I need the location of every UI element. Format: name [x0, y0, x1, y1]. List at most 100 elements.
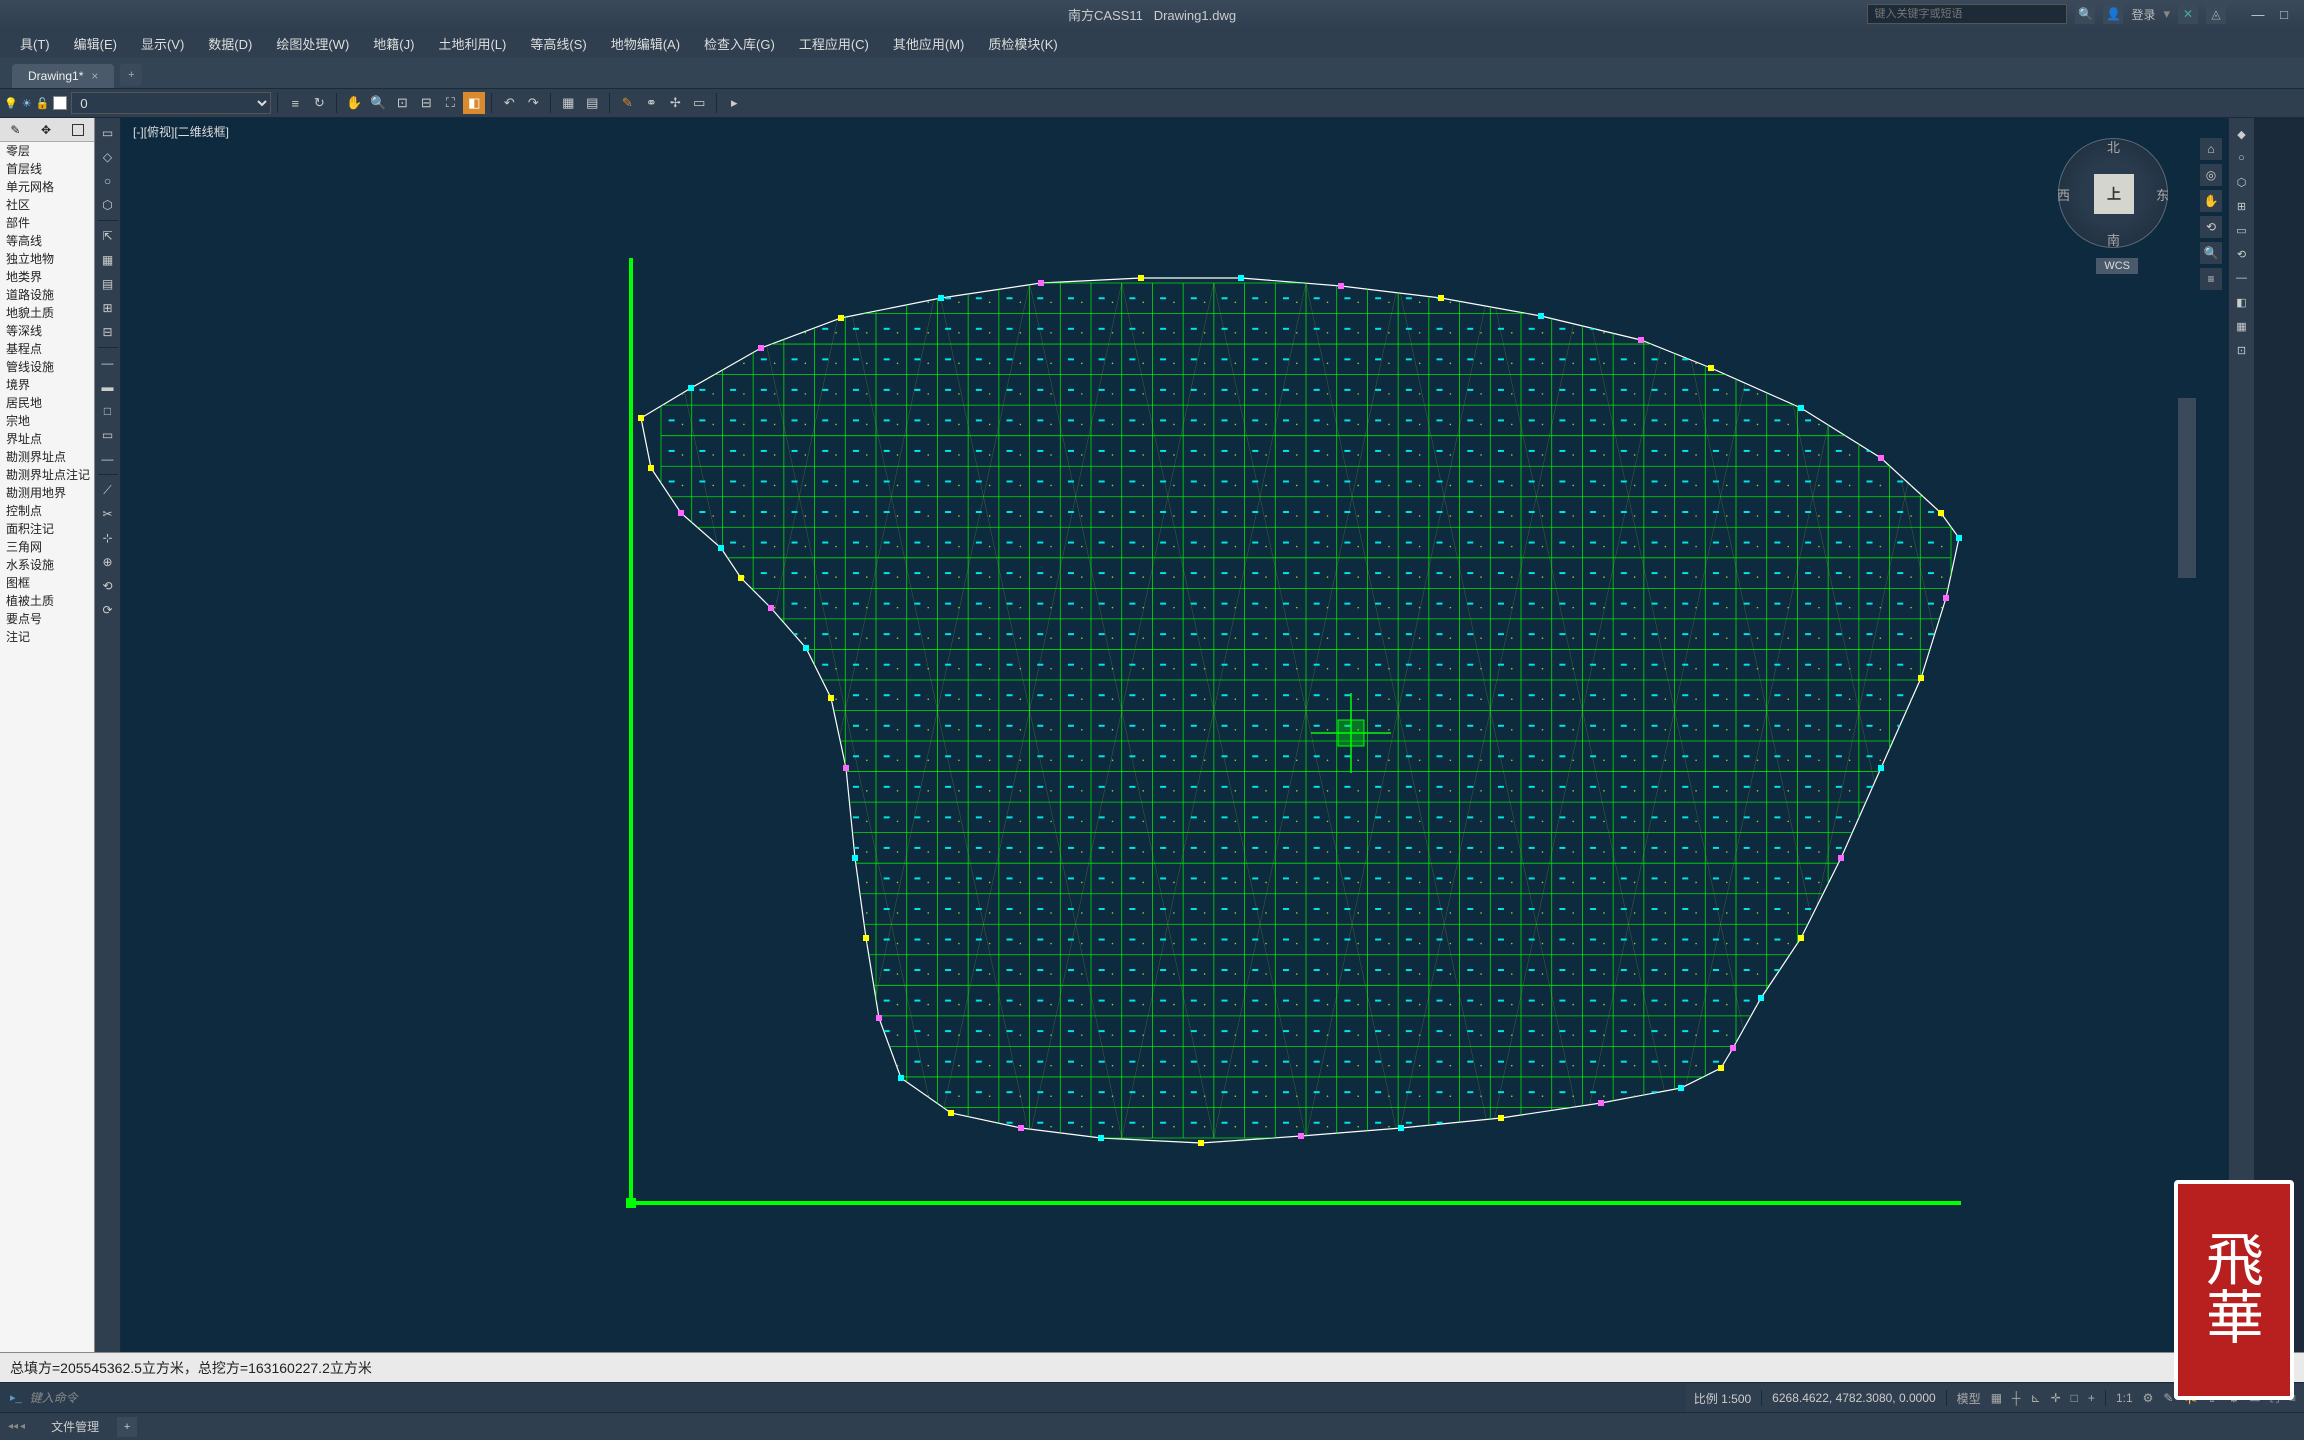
layer-tree-item[interactable]: 勘测界址点注记 — [0, 466, 94, 484]
document-tab[interactable]: Drawing1* × — [12, 64, 114, 88]
right-tool-icon[interactable]: ○ — [2232, 148, 2252, 168]
new-icon[interactable]: ✎ — [10, 123, 20, 137]
menu-icon[interactable]: ≡ — [2200, 268, 2222, 290]
vtool-icon[interactable]: ▭ — [97, 122, 119, 144]
tool-refresh-icon[interactable]: ↻ — [308, 92, 330, 114]
edit-icon[interactable]: ✎ — [616, 92, 638, 114]
wcs-badge[interactable]: WCS — [2096, 258, 2138, 274]
props-icon[interactable]: ▤ — [581, 92, 603, 114]
layer-tree-item[interactable]: 水系设施 — [0, 556, 94, 574]
pan-icon[interactable]: ✋ — [343, 92, 365, 114]
help-icon[interactable]: ◬ — [2206, 4, 2226, 24]
tool-list-icon[interactable]: ≡ — [284, 92, 306, 114]
menu-item[interactable]: 显示(V) — [129, 28, 196, 59]
compass-north[interactable]: 北 — [2107, 137, 2120, 156]
layer-tree-item[interactable]: 要点号 — [0, 610, 94, 628]
vtool-icon[interactable]: ▤ — [97, 273, 119, 295]
model-button[interactable]: 模型 — [1957, 1390, 1981, 1407]
user-icon[interactable]: 👤 — [2103, 4, 2123, 24]
layer-tree-item[interactable]: 首层线 — [0, 160, 94, 178]
zoom-tool-icon[interactable]: 🔍 — [2200, 242, 2222, 264]
dropdown-icon[interactable]: ▾ — [2163, 6, 2170, 22]
redo-icon[interactable]: ↷ — [522, 92, 544, 114]
login-link[interactable]: 登录 — [2131, 6, 2155, 23]
right-tool-icon[interactable]: ⟲ — [2232, 244, 2252, 264]
zoom-all-icon[interactable]: ◧ — [463, 92, 485, 114]
vtool-icon[interactable]: ⊞ — [97, 297, 119, 319]
compass-east[interactable]: 东 — [2156, 185, 2169, 204]
layer-tree-item[interactable]: 植被土质 — [0, 592, 94, 610]
menu-item[interactable]: 检查入库(G) — [692, 28, 787, 59]
zoom-icon[interactable]: 🔍 — [367, 92, 389, 114]
vtool-icon[interactable]: ⟋ — [97, 479, 119, 501]
menu-item[interactable]: 地籍(J) — [361, 28, 426, 59]
home-icon[interactable]: ⌂ — [2200, 138, 2222, 160]
right-tool-icon[interactable]: ⊡ — [2232, 340, 2252, 360]
vtool-icon[interactable]: ⇱ — [97, 225, 119, 247]
view-cube-top[interactable]: 上 — [2094, 174, 2134, 214]
menu-item[interactable]: 绘图处理(W) — [264, 28, 361, 59]
layer-tree-item[interactable]: 界址点 — [0, 430, 94, 448]
maximize-icon[interactable]: □ — [2272, 5, 2296, 23]
link-icon[interactable]: ⚭ — [640, 92, 662, 114]
view-cube[interactable]: 上 北 南 东 西 — [2058, 138, 2168, 248]
right-tool-icon[interactable]: ◧ — [2232, 292, 2252, 312]
drawing-canvas[interactable]: [-][俯视][二维线框] 上 北 南 东 西 WCS ⌂ ◎ ✋ ⟲ 🔍 ≡ — [121, 118, 2228, 1352]
layer-tree-item[interactable]: 居民地 — [0, 394, 94, 412]
nav-bar[interactable] — [2178, 398, 2196, 578]
dyn-toggle-icon[interactable]: + — [2088, 1391, 2095, 1405]
vtool-icon[interactable]: ― — [97, 448, 119, 470]
exchange-icon[interactable]: ✕ — [2178, 4, 2198, 24]
layer-dropdown[interactable]: 0 — [71, 92, 271, 114]
layer-tree-item[interactable]: 控制点 — [0, 502, 94, 520]
layer-tree-item[interactable]: 面积注记 — [0, 520, 94, 538]
layer-tree-item[interactable]: 管线设施 — [0, 358, 94, 376]
osnap-toggle-icon[interactable]: □ — [2071, 1391, 2078, 1405]
layer-tree-item[interactable]: 零层 — [0, 142, 94, 160]
add-icon[interactable]: ✢ — [664, 92, 686, 114]
layer-tree-item[interactable]: 社区 — [0, 196, 94, 214]
menu-item[interactable]: 具(T) — [8, 28, 62, 59]
layer-tree-item[interactable]: 基程点 — [0, 340, 94, 358]
snap-toggle-icon[interactable]: ┼ — [2012, 1391, 2021, 1405]
search-input[interactable] — [1867, 4, 2067, 24]
search-icon[interactable]: 🔍 — [2075, 4, 2095, 24]
layer-tree-item[interactable]: 独立地物 — [0, 250, 94, 268]
vtool-icon[interactable]: ⟲ — [97, 575, 119, 597]
undo-icon[interactable]: ↶ — [498, 92, 520, 114]
add-tab-button[interactable]: + — [120, 64, 142, 86]
layer-tree-item[interactable]: 道路设施 — [0, 286, 94, 304]
menu-item[interactable]: 土地利用(L) — [426, 28, 518, 59]
add-bottom-tab[interactable]: + — [117, 1417, 137, 1437]
layer-tree-item[interactable]: 境界 — [0, 376, 94, 394]
anno-icon[interactable]: ✎ — [2163, 1391, 2173, 1405]
menu-item[interactable]: 等高线(S) — [518, 28, 598, 59]
grid-toggle-icon[interactable]: ▦ — [1991, 1391, 2002, 1405]
vtool-icon[interactable]: ✂ — [97, 503, 119, 525]
layer-tree-item[interactable]: 地类界 — [0, 268, 94, 286]
layer-tree-item[interactable]: 勘测界址点 — [0, 448, 94, 466]
close-icon[interactable]: × — [91, 69, 98, 83]
layer-tree-item[interactable]: 等深线 — [0, 322, 94, 340]
right-tool-icon[interactable]: ⊞ — [2232, 196, 2252, 216]
vtool-icon[interactable]: □ — [97, 400, 119, 422]
layer-tree-item[interactable]: 宗地 — [0, 412, 94, 430]
layer-tree-item[interactable]: 地貌土质 — [0, 304, 94, 322]
layer-tree-item[interactable]: 图框 — [0, 574, 94, 592]
menu-item[interactable]: 工程应用(C) — [787, 28, 881, 59]
zoom-prev-icon[interactable]: ⊟ — [415, 92, 437, 114]
layer-tree-item[interactable]: 等高线 — [0, 232, 94, 250]
menu-item[interactable]: 地物编辑(A) — [599, 28, 692, 59]
menu-item[interactable]: 编辑(E) — [62, 28, 129, 59]
vtool-icon[interactable]: ⊹ — [97, 527, 119, 549]
right-tool-icon[interactable]: ⬡ — [2232, 172, 2252, 192]
menu-item[interactable]: 质检模块(K) — [976, 28, 1069, 59]
right-tool-icon[interactable]: ▦ — [2232, 316, 2252, 336]
vtool-icon[interactable]: ⊕ — [97, 551, 119, 573]
vtool-icon[interactable]: ⊟ — [97, 321, 119, 343]
minimize-icon[interactable]: — — [2246, 5, 2270, 23]
layer-tree-item[interactable]: 勘测用地界 — [0, 484, 94, 502]
vtool-icon[interactable]: ▦ — [97, 249, 119, 271]
menu-item[interactable]: 数据(D) — [196, 28, 264, 59]
zoom-window-icon[interactable]: ⊡ — [391, 92, 413, 114]
